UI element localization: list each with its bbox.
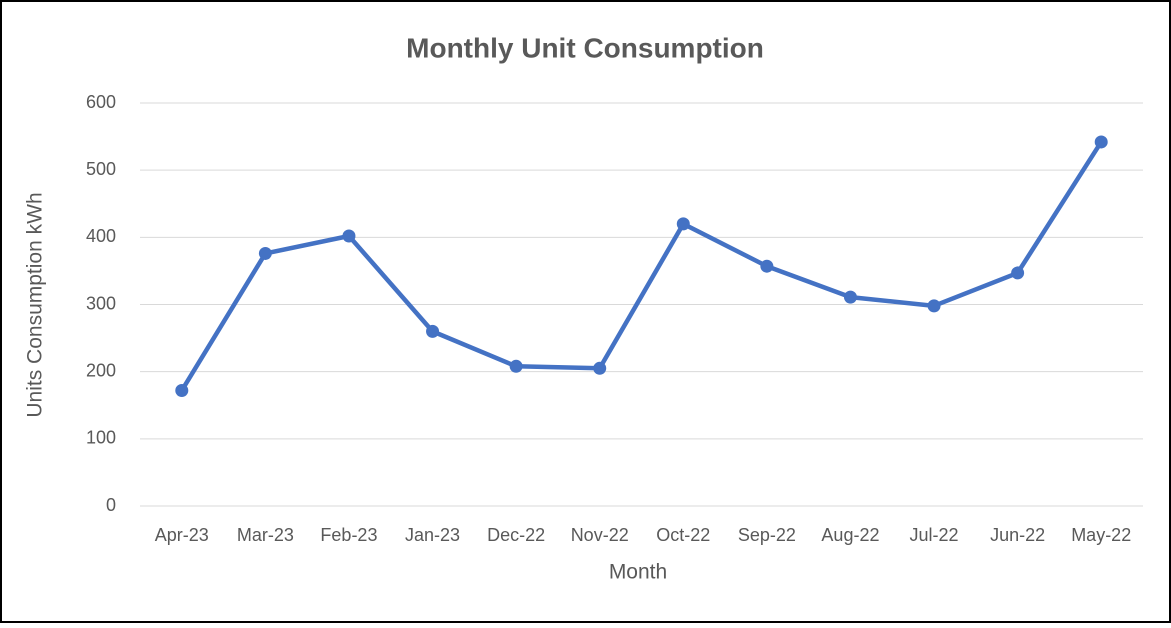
y-axis-label: Units Consumption kWh [24, 192, 47, 417]
marker [676, 217, 690, 231]
y-tick-label: 200 [86, 360, 116, 380]
x-tick-label: Feb-23 [320, 525, 377, 545]
x-tick-label: Oct-22 [656, 525, 710, 545]
x-tick-label: Nov-22 [571, 525, 629, 545]
y-tick-label: 0 [106, 495, 116, 515]
x-tick-label: Sep-22 [738, 525, 796, 545]
marker [1011, 266, 1025, 280]
x-tick-label: Mar-23 [237, 525, 294, 545]
marker [509, 359, 523, 373]
y-tick-label: 500 [86, 159, 116, 179]
x-axis-label: Month [609, 561, 667, 584]
line [179, 140, 1104, 392]
y-tick-label: 600 [86, 92, 116, 112]
x-tick-label: Jun-22 [990, 525, 1045, 545]
y-tick-label: 100 [86, 428, 116, 448]
x-tick-label: Dec-22 [487, 525, 545, 545]
marker [426, 324, 440, 338]
marker [175, 383, 189, 397]
marker [927, 299, 941, 313]
marker [760, 259, 774, 273]
y-tick-label: 300 [86, 293, 116, 313]
marker [1094, 135, 1108, 149]
chart-title: Monthly Unit Consumption [406, 32, 764, 63]
marker [258, 246, 272, 260]
x-tick-label: Jul-22 [910, 525, 959, 545]
marker [342, 229, 356, 243]
x-tick-label: May-22 [1071, 525, 1131, 545]
x-tick-label: Aug-22 [821, 525, 879, 545]
marker [593, 361, 607, 375]
marker [843, 290, 857, 304]
x-tick-label: Jan-23 [405, 525, 460, 545]
x-tick-label: Apr-23 [155, 525, 209, 545]
y-tick-label: 400 [86, 226, 116, 246]
